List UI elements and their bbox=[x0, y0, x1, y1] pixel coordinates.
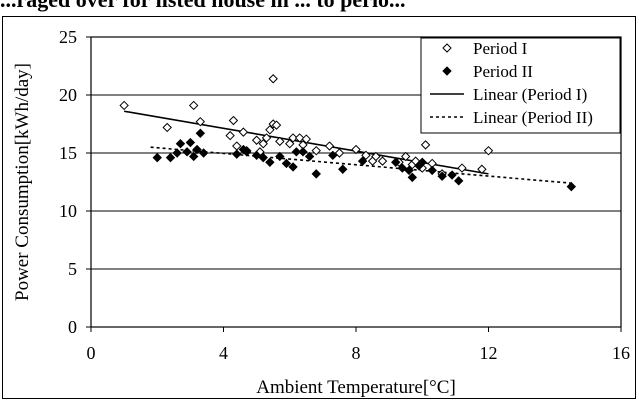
period-2-point-4 bbox=[182, 147, 192, 157]
period-1-point-25 bbox=[334, 148, 345, 158]
period-1-point-11 bbox=[258, 139, 268, 149]
period-2-point-10 bbox=[232, 149, 242, 159]
period-2-point-13 bbox=[251, 150, 262, 161]
period-2-point-21 bbox=[304, 151, 315, 162]
period-1-point-9 bbox=[251, 135, 262, 145]
y-tick-label-5: 5 bbox=[68, 259, 77, 279]
y-tick-label-10: 10 bbox=[59, 201, 77, 221]
y-tick-label-0: 0 bbox=[68, 317, 77, 337]
legend: Period I Period II Linear (Period I) Linear… bbox=[420, 37, 621, 134]
y-tick-label-25: 25 bbox=[59, 27, 77, 47]
period-2-point-17 bbox=[281, 158, 292, 169]
period-2-point-3 bbox=[175, 139, 186, 149]
period-1-point-7 bbox=[238, 127, 249, 137]
scatter-chart: 0 5 10 15 20 25 0 4 8 12 16 Period I Period II Linea… bbox=[12, 27, 630, 398]
period-2-point-6 bbox=[188, 151, 199, 162]
period-2-point-32 bbox=[427, 165, 437, 176]
legend-label-2: Period II bbox=[473, 62, 533, 81]
period-1-point-18 bbox=[285, 139, 295, 149]
trendline-2 bbox=[150, 146, 572, 184]
period-2-point-31 bbox=[417, 157, 427, 167]
period-2-point-25 bbox=[357, 156, 368, 166]
period-1-point-36 bbox=[420, 140, 431, 150]
period-1-point-4 bbox=[225, 130, 235, 141]
period-1-point-41 bbox=[483, 145, 494, 156]
x-tick-label-8: 8 bbox=[352, 343, 361, 363]
period-1-point-5 bbox=[228, 115, 239, 126]
period-1-point-19 bbox=[288, 133, 298, 143]
x-tick-label-0: 0 bbox=[87, 343, 96, 363]
chart-frame: 0 5 10 15 20 25 0 4 8 12 16 Period I Period II Linea… bbox=[2, 16, 636, 399]
period-1-point-24 bbox=[324, 141, 335, 151]
x-tick-label-4: 4 bbox=[219, 343, 228, 363]
period-2-point-20 bbox=[298, 147, 308, 157]
legend-marker-1 bbox=[442, 43, 452, 53]
period-1-point-13 bbox=[265, 125, 275, 135]
period-1-point-0 bbox=[119, 100, 129, 111]
legend-label-1: Period I bbox=[473, 39, 528, 58]
period-2-point-7 bbox=[192, 144, 202, 155]
period-2-point-18 bbox=[288, 162, 298, 172]
period-1-point-27 bbox=[361, 150, 371, 161]
legend-label-4: Linear (Period II) bbox=[473, 108, 593, 127]
period-2-point-0 bbox=[152, 152, 162, 163]
period-1-point-26 bbox=[351, 144, 361, 155]
period-1-point-39 bbox=[457, 163, 467, 173]
period-2-point-36 bbox=[566, 181, 577, 192]
period-1-point-30 bbox=[377, 156, 388, 166]
period-1-point-2 bbox=[188, 100, 199, 111]
period-2-point-9 bbox=[198, 148, 209, 158]
period-2-point-26 bbox=[391, 157, 401, 167]
period-1-point-22 bbox=[301, 134, 312, 144]
period-1-point-23 bbox=[311, 145, 321, 156]
period-2-point-27 bbox=[397, 163, 408, 173]
x-tick-label-16: 16 bbox=[612, 343, 630, 363]
data-points bbox=[119, 74, 577, 192]
period-1-point-1 bbox=[162, 122, 172, 133]
legend-marker-2 bbox=[442, 66, 452, 76]
period-2-point-23 bbox=[328, 150, 338, 161]
period-2-point-28 bbox=[404, 165, 414, 176]
period-1-point-12 bbox=[261, 133, 272, 143]
legend-box bbox=[420, 37, 621, 134]
period-2-point-2 bbox=[172, 148, 182, 158]
y-axis-label: Power Consumption[kWh/day] bbox=[12, 63, 33, 301]
period-2-point-16 bbox=[275, 151, 285, 162]
period-2-point-5 bbox=[185, 137, 196, 148]
period-2-point-33 bbox=[437, 171, 447, 181]
period-2-point-29 bbox=[407, 172, 418, 183]
period-1-point-29 bbox=[371, 151, 381, 162]
period-1-point-32 bbox=[400, 151, 411, 162]
period-2-point-34 bbox=[447, 170, 457, 180]
x-tick-label-12: 12 bbox=[480, 343, 498, 363]
legend-label-3: Linear (Period I) bbox=[473, 85, 587, 104]
period-2-point-8 bbox=[195, 128, 206, 138]
period-2-point-15 bbox=[265, 157, 275, 167]
period-1-point-20 bbox=[294, 133, 305, 143]
period-2-point-24 bbox=[338, 164, 348, 174]
period-2-point-22 bbox=[311, 169, 321, 179]
period-2-point-14 bbox=[258, 152, 268, 163]
y-tick-label-20: 20 bbox=[59, 85, 77, 105]
x-axis-label: Ambient Temperature[°C] bbox=[256, 377, 456, 398]
period-1-point-15 bbox=[268, 74, 278, 84]
period-1-point-17 bbox=[275, 136, 285, 147]
period-2-point-1 bbox=[165, 152, 176, 163]
period-1-point-16 bbox=[271, 120, 282, 130]
period-1-point-3 bbox=[195, 116, 206, 127]
y-tick-label-15: 15 bbox=[59, 143, 77, 163]
period-2-point-19 bbox=[291, 147, 302, 157]
chart-title: ...raged over for listed house in ... to… bbox=[0, 0, 639, 13]
period-2-point-12 bbox=[241, 147, 252, 157]
axis-ticks: 0 5 10 15 20 25 0 4 8 12 16 bbox=[59, 27, 630, 363]
period-2-point-35 bbox=[453, 176, 464, 186]
period-1-point-40 bbox=[477, 164, 487, 174]
